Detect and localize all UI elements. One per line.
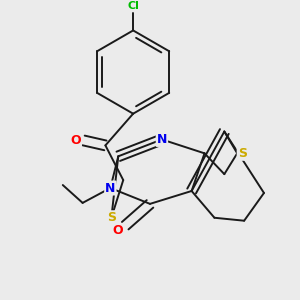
Text: O: O bbox=[70, 134, 81, 147]
Text: S: S bbox=[238, 147, 247, 160]
Text: N: N bbox=[105, 182, 116, 194]
Text: Cl: Cl bbox=[127, 1, 139, 11]
Text: S: S bbox=[107, 211, 116, 224]
Text: N: N bbox=[157, 133, 167, 146]
Text: O: O bbox=[112, 224, 123, 237]
